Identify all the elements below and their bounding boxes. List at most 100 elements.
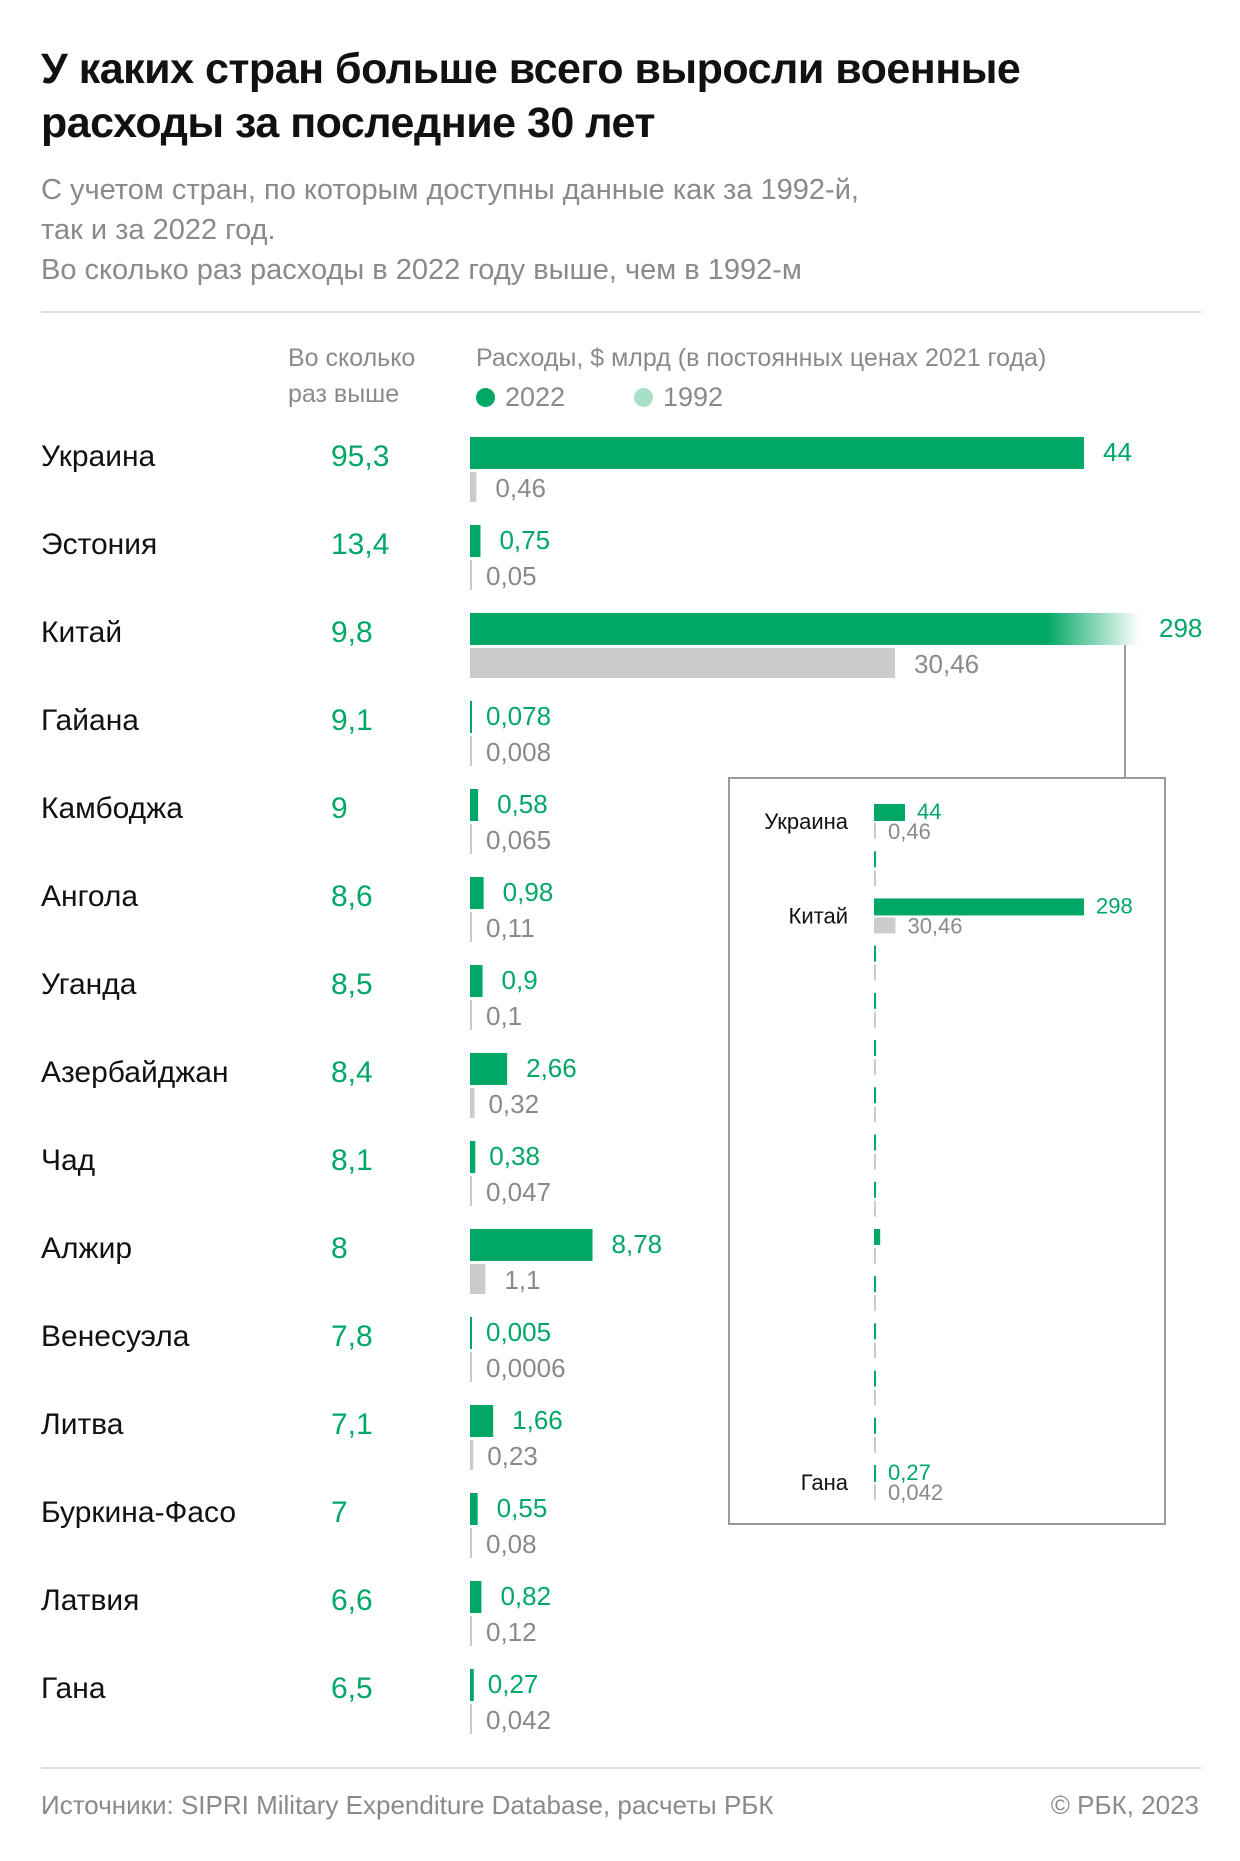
inset-value-1992-гана: 0,042 bbox=[888, 1480, 943, 1505]
bar-2022-ангола bbox=[470, 877, 484, 909]
inset-bar-1992-украина bbox=[874, 823, 876, 839]
value-1992-гана: 0,042 bbox=[486, 1705, 551, 1735]
header-divider bbox=[41, 311, 1201, 313]
chart-title: У каких стран больше всего выросли военн… bbox=[41, 45, 1021, 147]
inset-box bbox=[728, 777, 1166, 1525]
bar-1992-чад bbox=[470, 1176, 472, 1206]
bar-1992-буркина-фасо bbox=[470, 1528, 472, 1558]
bar-1992-гайана bbox=[470, 736, 472, 766]
value-2022-камбоджа: 0,58 bbox=[497, 789, 548, 819]
country-label-камбоджа: Камбоджа bbox=[41, 792, 183, 825]
country-label-венесуэла: Венесуэла bbox=[41, 1320, 190, 1353]
bar-1992-ангола bbox=[470, 912, 472, 942]
legend-2022-swatch bbox=[476, 387, 495, 407]
inset-bar-1992-гана bbox=[874, 1484, 876, 1500]
country-label-литва: Литва bbox=[41, 1408, 124, 1441]
inset-bar-1992-венесуэла bbox=[874, 1295, 876, 1312]
inset-bar-1992-китай bbox=[874, 917, 896, 934]
value-1992-чад: 0,047 bbox=[486, 1177, 551, 1207]
ratio-value-гана: 6,5 bbox=[331, 1672, 373, 1705]
subtitle-line-2: так и за 2022 год. bbox=[41, 214, 276, 246]
inset-value-2022-китай: 298 bbox=[1096, 893, 1133, 918]
bar-2022-венесуэла bbox=[470, 1317, 472, 1349]
value-2022-алжир: 8,78 bbox=[612, 1229, 663, 1259]
value-2022-азербайджан: 2,66 bbox=[526, 1053, 577, 1083]
value-1992-уганда: 0,1 bbox=[486, 1001, 522, 1031]
value-1992-эстония: 0,05 bbox=[486, 561, 537, 591]
value-2022-гана: 0,27 bbox=[488, 1669, 539, 1699]
value-1992-венесуэла: 0,0006 bbox=[486, 1353, 566, 1383]
bar-1992-камбоджа bbox=[470, 824, 472, 854]
ratio-value-камбоджа: 9 bbox=[331, 792, 348, 825]
ratio-column-header: Во сколько раз выше bbox=[288, 340, 415, 412]
value-2022-латвия: 0,82 bbox=[500, 1581, 551, 1611]
legend-1992: 1992 bbox=[634, 379, 723, 415]
inset-bar-1992-латвия bbox=[874, 1436, 876, 1453]
value-1992-гайана: 0,008 bbox=[486, 737, 551, 767]
ratio-value-китай: 9,8 bbox=[331, 616, 373, 649]
value-2022-украина: 44 bbox=[1103, 437, 1132, 467]
inset-bar-2022-азербайджан bbox=[874, 1134, 876, 1151]
value-1992-камбоджа: 0,065 bbox=[486, 825, 551, 855]
country-label-буркина-фасо: Буркина-Фасо bbox=[41, 1496, 237, 1529]
value-1992-латвия: 0,12 bbox=[486, 1617, 537, 1647]
inset-bar-2022-гайана bbox=[874, 945, 876, 962]
ratio-value-гайана: 9,1 bbox=[331, 704, 373, 737]
bar-1992-венесуэла bbox=[470, 1352, 472, 1382]
bar-2022-уганда bbox=[470, 965, 483, 997]
legend-1992-swatch bbox=[634, 387, 653, 407]
inset-value-2022-гана: 0,27 bbox=[888, 1460, 931, 1485]
country-label-чад: Чад bbox=[41, 1144, 96, 1177]
bar-2022-азербайджан bbox=[470, 1053, 508, 1085]
country-label-украина: Украина bbox=[41, 440, 156, 473]
country-label-эстония: Эстония bbox=[41, 528, 158, 561]
inset-bar-2022-ангола bbox=[874, 1040, 876, 1057]
value-1992-литва: 0,23 bbox=[487, 1441, 538, 1471]
value-2022-гайана: 0,078 bbox=[486, 701, 551, 731]
ratio-value-литва: 7,1 bbox=[331, 1408, 373, 1441]
inset-country-label-украина: Украина bbox=[764, 809, 849, 834]
value-2022-уганда: 0,9 bbox=[502, 965, 538, 995]
inset-bar-1992-гайана bbox=[874, 964, 876, 981]
bar-2022-литва bbox=[470, 1405, 494, 1437]
bar-2022-латвия bbox=[470, 1581, 482, 1613]
inset-bar-1992-камбоджа bbox=[874, 1011, 876, 1028]
value-2022-эстония: 0,75 bbox=[499, 525, 550, 555]
bar-1992-латвия bbox=[470, 1616, 472, 1646]
inset-bar-1992-алжир bbox=[874, 1247, 876, 1264]
country-label-алжир: Алжир bbox=[41, 1232, 133, 1265]
bar-2022-гайана bbox=[470, 701, 472, 733]
country-label-китай: Китай bbox=[41, 616, 123, 649]
bar-1992-азербайджан bbox=[470, 1088, 475, 1118]
value-2022-венесуэла: 0,005 bbox=[486, 1317, 551, 1347]
bar-2022-чад bbox=[470, 1141, 476, 1173]
subtitle-line-3: Во сколько раз расходы в 2022 году выше,… bbox=[41, 254, 802, 286]
footer-divider bbox=[41, 1767, 1201, 1769]
country-label-гана: Гана bbox=[41, 1672, 106, 1705]
inset-bar-2022-буркина-фасо bbox=[874, 1370, 876, 1387]
inset-bar-2022-алжир bbox=[874, 1228, 881, 1245]
inset-bar-2022-уганда bbox=[874, 1087, 876, 1104]
inset-bar-1992-эстония bbox=[874, 870, 876, 887]
inset-bar-1992-ангола bbox=[874, 1059, 876, 1076]
bar-1992-гана bbox=[470, 1704, 472, 1734]
inset-bar-2022-чад bbox=[874, 1181, 876, 1198]
ratio-value-украина: 95,3 bbox=[331, 440, 390, 473]
legend-1992-label: 1992 bbox=[663, 381, 724, 412]
inset-bar-2022-латвия bbox=[874, 1417, 876, 1434]
copyright: © РБК, 2023 bbox=[1050, 1790, 1199, 1820]
value-2022-китай: 298 bbox=[1159, 613, 1202, 643]
value-1992-китай: 30,46 bbox=[914, 649, 979, 679]
inset-bar-2022-украина bbox=[874, 804, 906, 821]
country-label-гайана: Гайана bbox=[41, 704, 139, 737]
value-1992-алжир: 1,1 bbox=[504, 1265, 540, 1295]
inset-bar-1992-уганда bbox=[874, 1106, 876, 1123]
ratio-value-азербайджан: 8,4 bbox=[331, 1056, 373, 1089]
chart-subtitle: С учетом стран, по которым доступны данн… bbox=[41, 170, 1201, 290]
ratio-value-уганда: 8,5 bbox=[331, 968, 373, 1001]
value-1992-ангола: 0,11 bbox=[486, 913, 535, 943]
inset-value-1992-украина: 0,46 bbox=[888, 819, 931, 844]
subtitle-line-1: С учетом стран, по которым доступны данн… bbox=[41, 174, 859, 206]
inset-bar-2022-эстония bbox=[874, 851, 876, 868]
ratio-value-буркина-фасо: 7 bbox=[331, 1496, 348, 1529]
